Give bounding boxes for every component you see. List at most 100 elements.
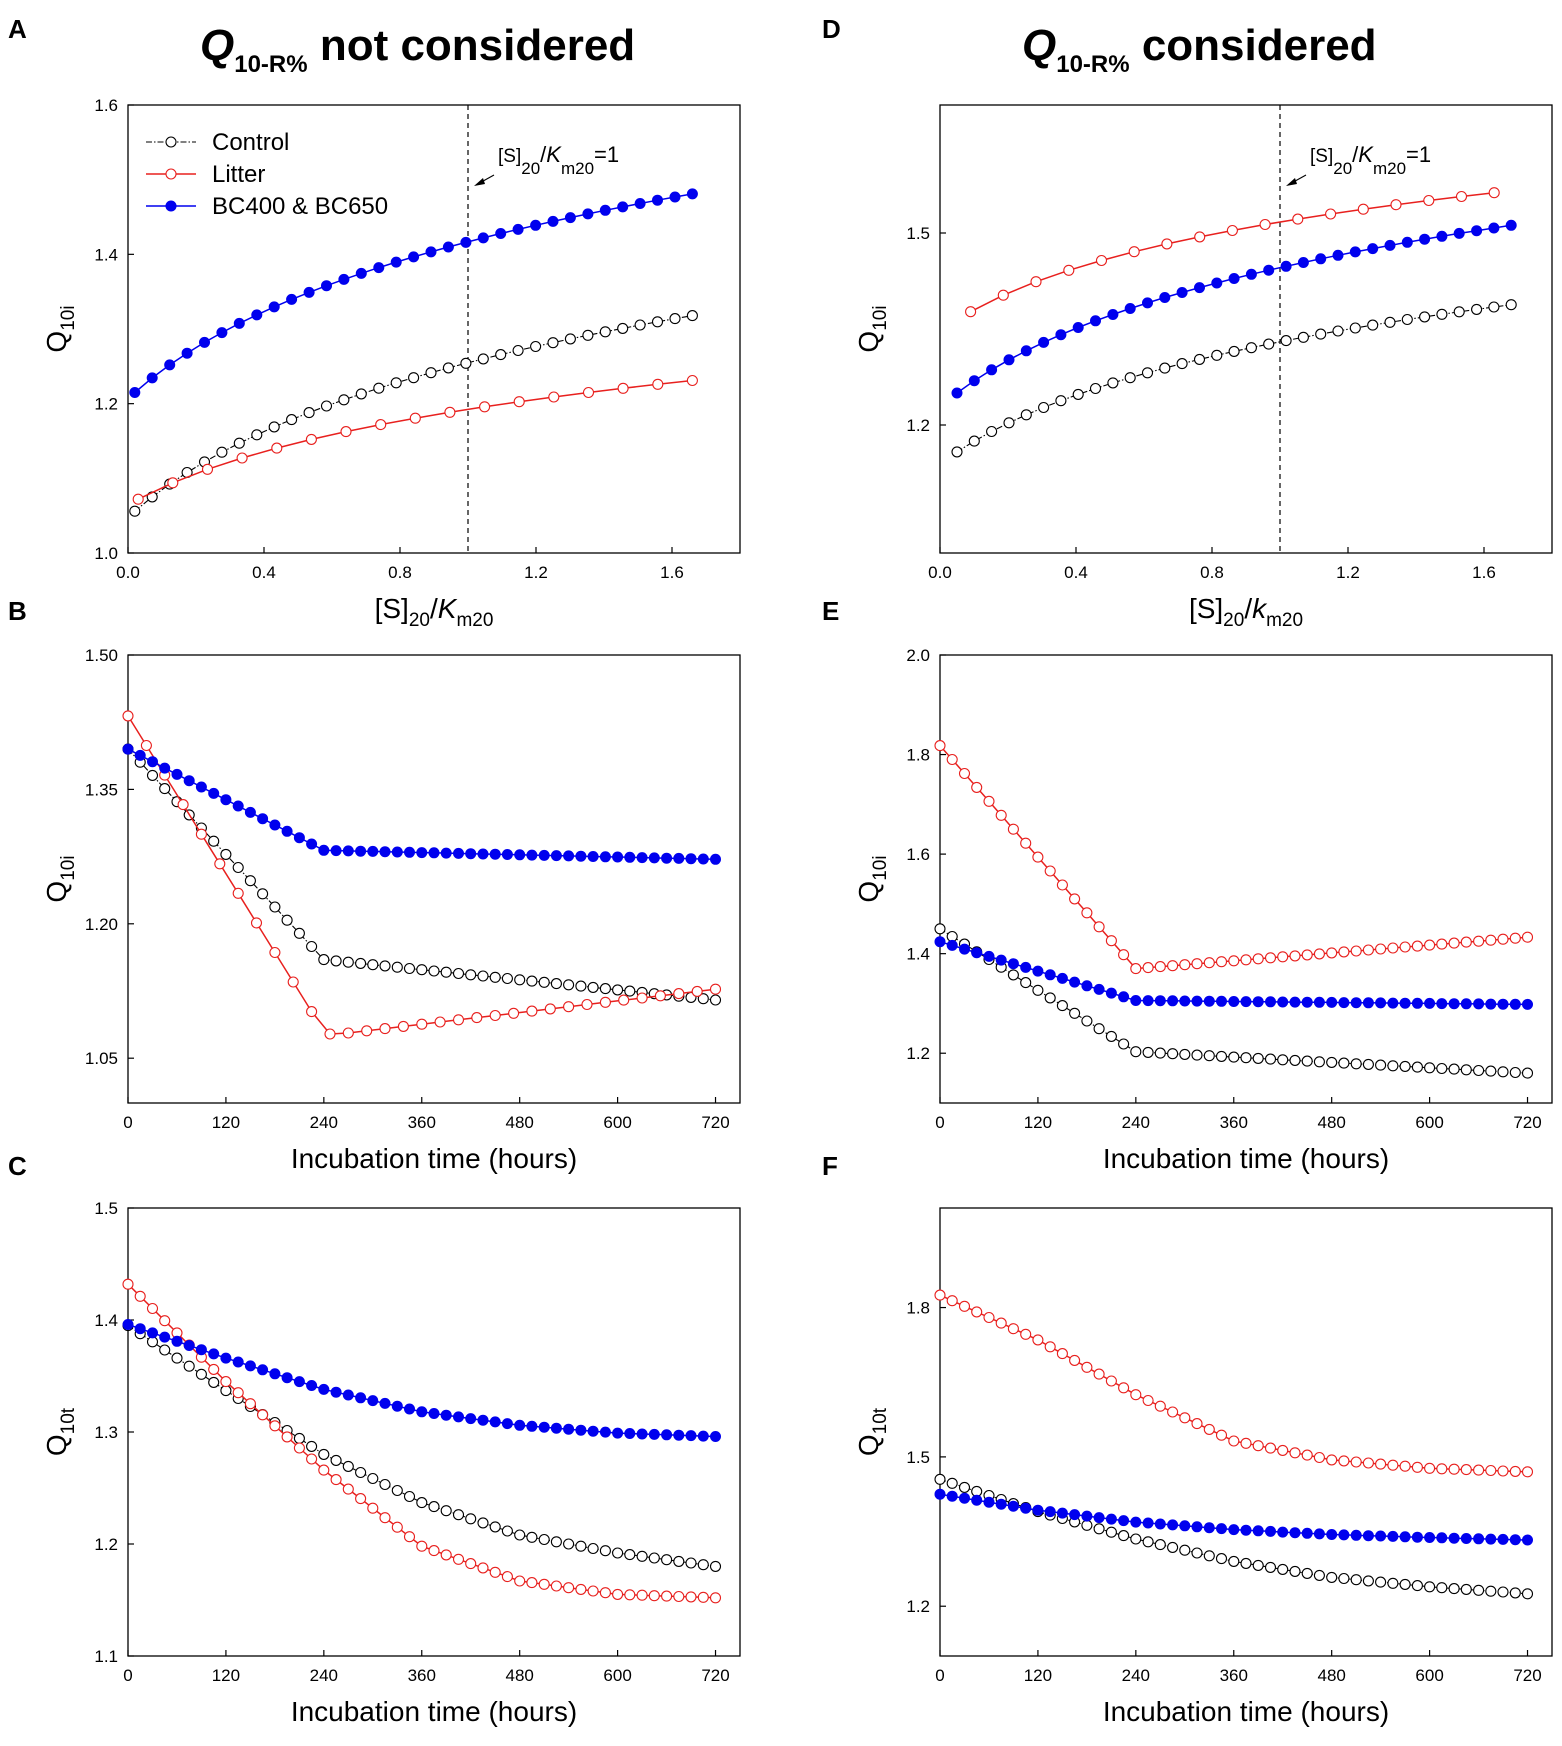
data-point-bc (1289, 996, 1301, 1008)
data-point-control (1130, 1046, 1142, 1058)
data-point-litter (582, 386, 595, 399)
data-point-bc (538, 849, 550, 861)
data-point-litter (1030, 276, 1042, 288)
data-point-litter (1191, 1418, 1203, 1430)
data-point-control (986, 425, 998, 438)
data-point-bc (379, 846, 391, 858)
data-point-bc (563, 1423, 575, 1435)
series-line-bc (956, 224, 1512, 394)
data-point-control (1130, 1533, 1142, 1545)
data-point-control (530, 340, 542, 353)
data-point-control (159, 1344, 171, 1356)
data-point-litter (1423, 194, 1435, 207)
data-point-control (425, 367, 437, 379)
series-line-litter (137, 379, 693, 500)
data-point-bc (306, 1380, 318, 1391)
data-point-litter (361, 1025, 373, 1037)
series-bc (951, 219, 1517, 399)
series-litter (132, 374, 698, 505)
data-point-bc (477, 1414, 489, 1426)
data-point-litter (1387, 942, 1399, 954)
data-point-control (514, 1529, 526, 1541)
data-point-bc (281, 1372, 293, 1384)
data-point-litter (599, 996, 611, 1008)
data-point-litter (140, 739, 152, 752)
data-point-control (489, 1521, 501, 1533)
y-tick-label: 1.50 (85, 646, 118, 665)
data-point-control (286, 414, 298, 426)
data-point-litter (686, 374, 698, 387)
data-point-control (318, 954, 330, 966)
series-bc (122, 743, 721, 865)
data-point-bc (1509, 1534, 1521, 1546)
data-point-control (669, 313, 681, 325)
data-point-bc (391, 846, 403, 858)
panel-c: C 0 120 240 360 480 600 720 1.1 1.2 1.3 1.4 1.5 Incub… (8, 1151, 741, 1727)
x-tick-label: 720 (1513, 1666, 1541, 1685)
y-tick-label: 1.05 (85, 1049, 118, 1068)
data-point-bc (514, 1419, 526, 1431)
data-point-control (338, 394, 350, 406)
data-point-litter (983, 795, 995, 807)
data-point-control (1280, 335, 1292, 347)
data-point-litter (965, 306, 977, 318)
data-point-litter (1448, 937, 1460, 949)
data-point-litter (1325, 208, 1337, 220)
x-tick-label: 0.0 (928, 563, 952, 582)
data-point-litter (612, 1588, 624, 1600)
data-point-litter (1056, 1348, 1068, 1360)
data-point-litter (1093, 1368, 1105, 1380)
data-point-control (232, 861, 244, 874)
data-point-control (1215, 1050, 1228, 1062)
data-point-litter (214, 858, 226, 870)
data-point-bc (390, 256, 402, 268)
data-point-bc (391, 1400, 403, 1412)
data-point-control (1497, 1586, 1509, 1598)
data-point-control (1228, 345, 1240, 357)
x-tick-label: 480 (1317, 1666, 1345, 1685)
data-point-litter (685, 1591, 697, 1603)
data-point-bc (232, 1356, 244, 1368)
data-point-control (159, 783, 171, 795)
data-point-bc (951, 387, 963, 399)
data-point-control (564, 333, 576, 345)
data-point-bc (251, 309, 263, 321)
data-point-control (599, 326, 611, 338)
panels: A 0.0 0.4 0.8 1.2 1.6 1.0 1.2 1.4 1.6 [S]20/Km20=1… (8, 14, 1553, 1727)
data-point-litter (1215, 1429, 1228, 1441)
data-point-litter (1044, 1341, 1056, 1353)
data-point-litter (342, 1027, 354, 1039)
data-point-control (442, 362, 454, 374)
annotation-arrow-head (474, 178, 485, 186)
data-point-litter (1326, 1454, 1338, 1466)
data-point-control (968, 435, 980, 447)
data-point-litter (599, 1587, 611, 1599)
data-point-litter (1277, 951, 1289, 963)
x-tick-label: 0.4 (252, 563, 276, 582)
data-point-control (1159, 362, 1171, 374)
y-axis-label: Q10t (41, 1407, 79, 1456)
data-point-bc (1228, 1524, 1240, 1536)
data-point-litter (489, 1566, 501, 1578)
data-point-bc (1265, 1525, 1276, 1537)
data-point-control (391, 1484, 403, 1497)
data-point-litter (1301, 1449, 1313, 1461)
data-point-litter (654, 990, 666, 1002)
data-point-bc (636, 1428, 648, 1440)
data-point-bc (697, 1430, 709, 1442)
data-point-control (612, 1547, 624, 1559)
x-tick-label: 120 (1024, 1666, 1052, 1685)
panel-letter: A (8, 14, 27, 44)
ratio-annotation: [S]20/Km20=1 (1310, 142, 1431, 178)
data-point-bc (1142, 995, 1154, 1007)
data-point-control (1448, 1063, 1460, 1075)
data-point-control (183, 1360, 195, 1372)
data-point-litter (958, 767, 971, 780)
series-bc (934, 936, 1533, 1010)
y-tick-label: 1.5 (94, 1199, 118, 1218)
data-point-bc (1326, 996, 1338, 1008)
data-point-control (526, 1531, 538, 1543)
data-point-litter (997, 289, 1009, 301)
data-point-control (208, 835, 220, 847)
data-point-bc (216, 327, 228, 339)
